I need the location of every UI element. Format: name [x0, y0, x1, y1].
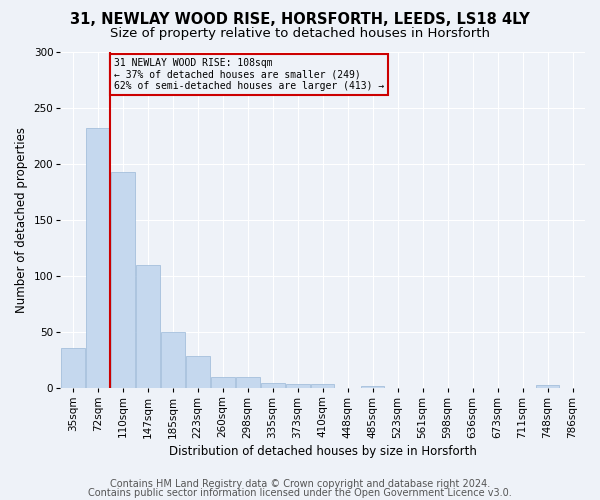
Bar	[86, 128, 110, 388]
Bar	[136, 265, 160, 388]
Bar	[211, 378, 235, 388]
Bar	[311, 384, 334, 388]
Bar	[536, 385, 559, 388]
Bar	[261, 383, 284, 388]
Bar	[61, 348, 85, 389]
Y-axis label: Number of detached properties: Number of detached properties	[15, 127, 28, 313]
Text: Contains public sector information licensed under the Open Government Licence v3: Contains public sector information licen…	[88, 488, 512, 498]
Bar	[236, 378, 260, 388]
Bar	[286, 384, 310, 388]
Text: 31, NEWLAY WOOD RISE, HORSFORTH, LEEDS, LS18 4LY: 31, NEWLAY WOOD RISE, HORSFORTH, LEEDS, …	[70, 12, 530, 28]
Text: Size of property relative to detached houses in Horsforth: Size of property relative to detached ho…	[110, 28, 490, 40]
X-axis label: Distribution of detached houses by size in Horsforth: Distribution of detached houses by size …	[169, 444, 476, 458]
Bar	[186, 356, 209, 388]
Bar	[111, 172, 134, 388]
Bar	[161, 332, 185, 388]
Bar	[361, 386, 385, 388]
Text: Contains HM Land Registry data © Crown copyright and database right 2024.: Contains HM Land Registry data © Crown c…	[110, 479, 490, 489]
Text: 31 NEWLAY WOOD RISE: 108sqm
← 37% of detached houses are smaller (249)
62% of se: 31 NEWLAY WOOD RISE: 108sqm ← 37% of det…	[114, 58, 384, 92]
